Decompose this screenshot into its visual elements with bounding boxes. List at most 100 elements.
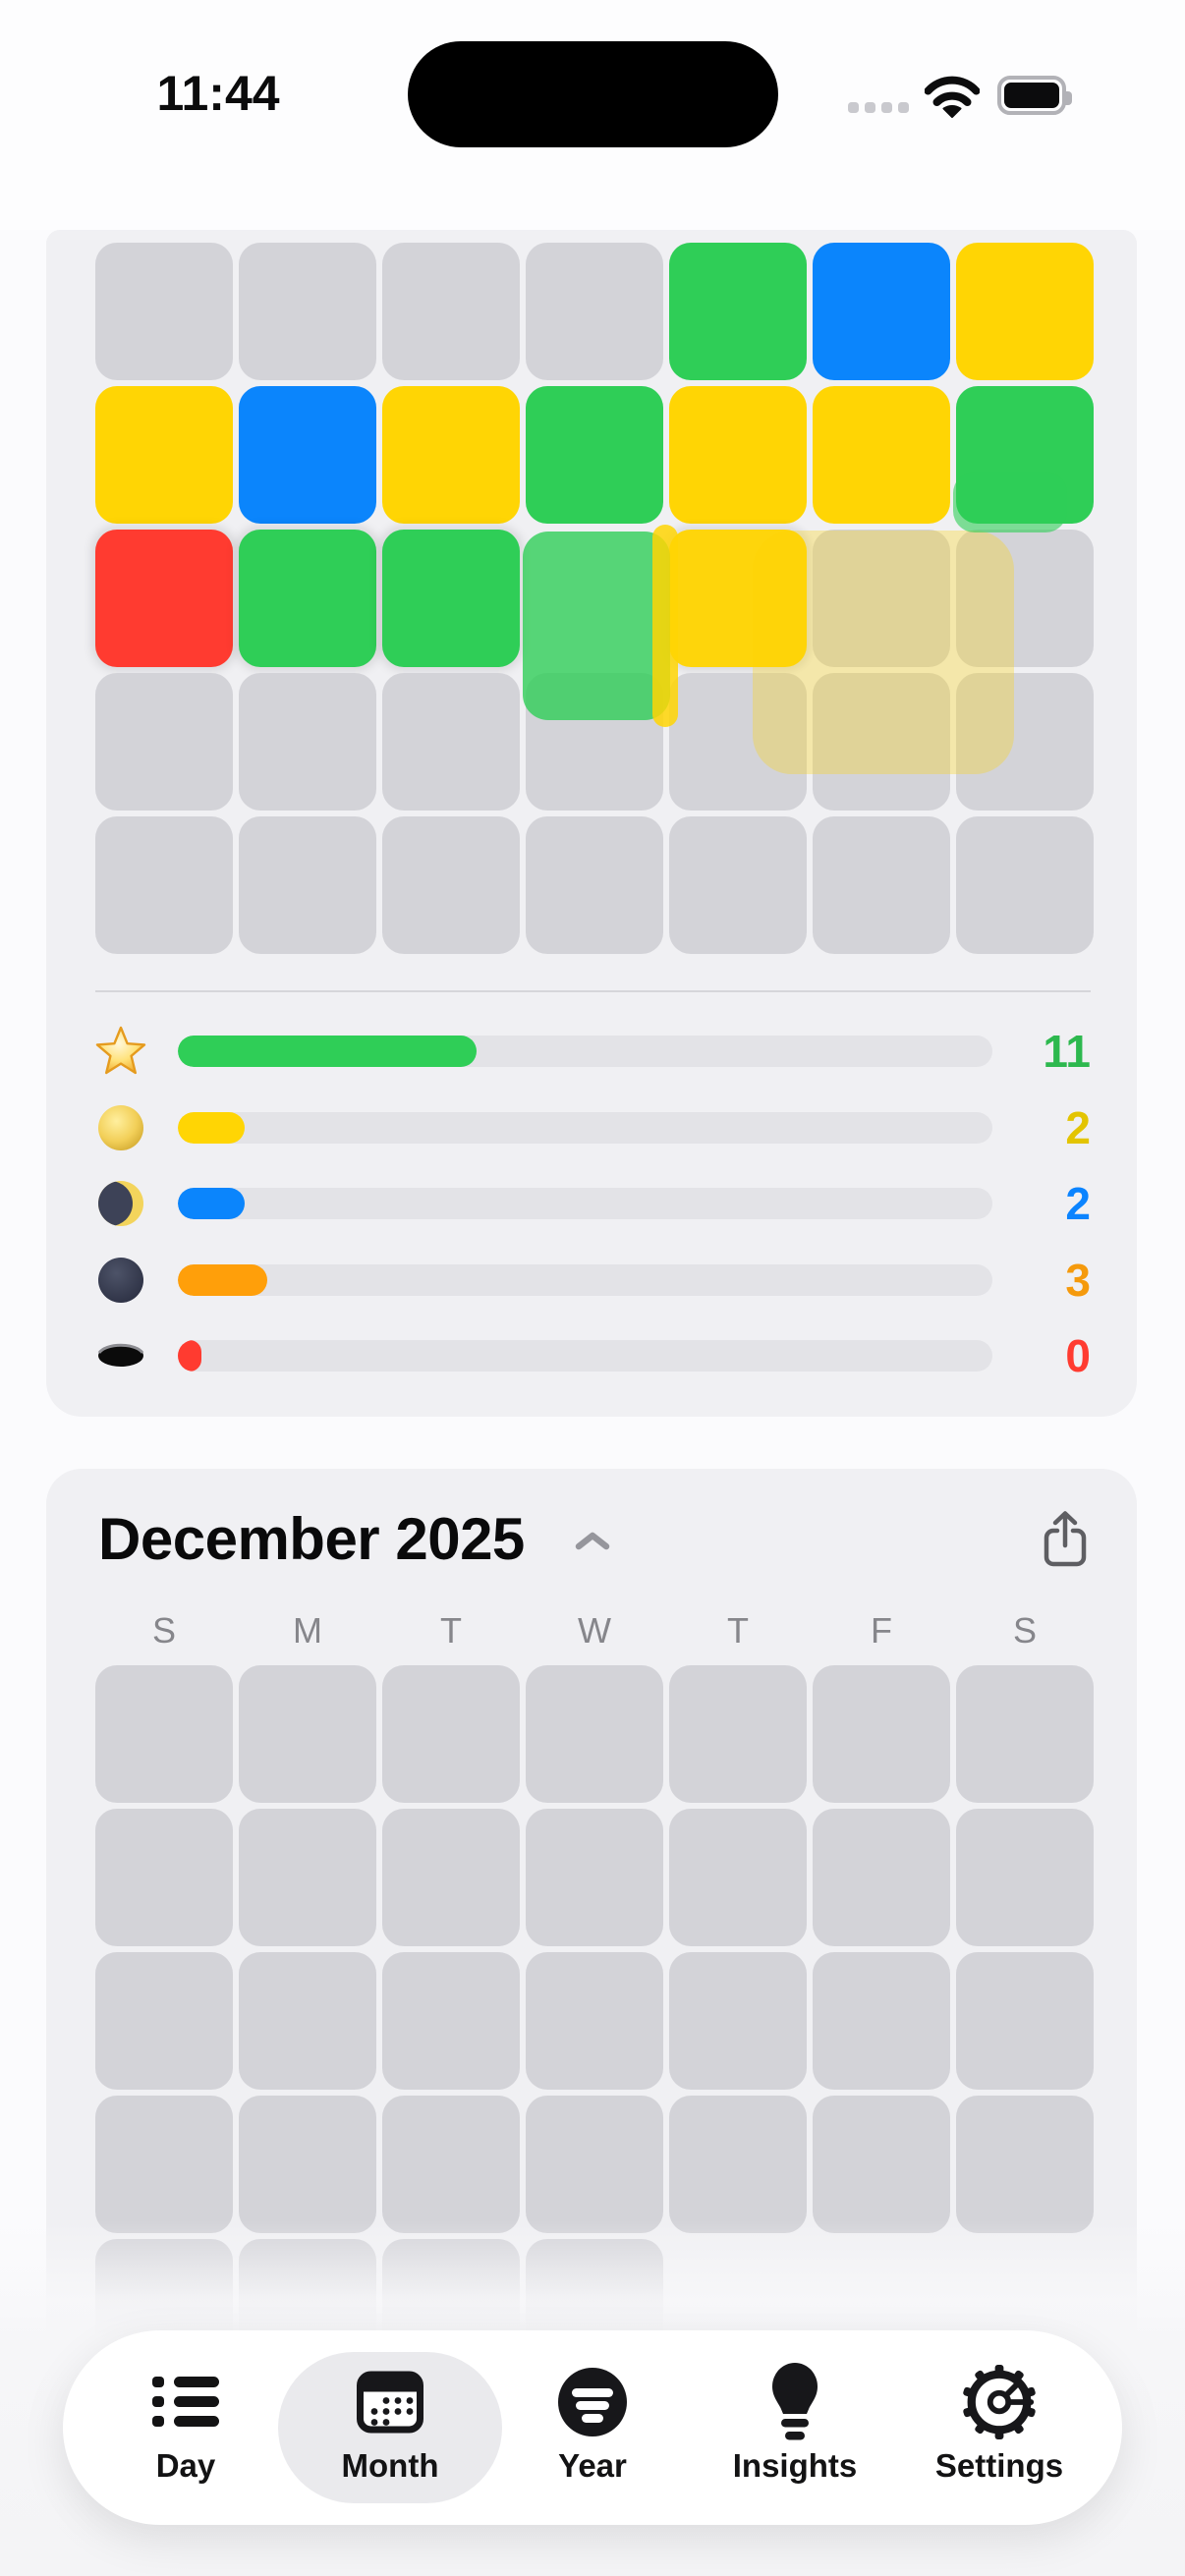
day-cell-gray[interactable]: [526, 1809, 663, 1946]
day-cell-yellow[interactable]: [813, 386, 950, 524]
tab-settings[interactable]: Settings: [897, 2330, 1101, 2525]
day-cell-gray[interactable]: [95, 1665, 233, 1803]
day-cell-gray[interactable]: [956, 1809, 1094, 1946]
day-cell-gray[interactable]: [382, 243, 520, 380]
day-cell-gray[interactable]: [669, 1665, 807, 1803]
day-cell-gray[interactable]: [526, 816, 663, 954]
day-cell-gray[interactable]: [95, 1809, 233, 1946]
day-cell-gray[interactable]: [669, 1809, 807, 1946]
month-card-november: 11 2 2 3 0: [46, 230, 1137, 1417]
day-cell-gray[interactable]: [526, 2096, 663, 2233]
day-cell-gray[interactable]: [956, 530, 1094, 667]
tab-label: Year: [558, 2447, 627, 2484]
moving-square-yellow-expanding: [753, 531, 1014, 774]
day-cell-gray[interactable]: [95, 816, 233, 954]
tab-label: Insights: [732, 2447, 858, 2484]
day-cell-yellow[interactable]: [669, 386, 807, 524]
day-cell-gray[interactable]: [669, 816, 807, 954]
stat-bar-track: [178, 1263, 992, 1296]
day-cell-gray[interactable]: [239, 243, 376, 380]
day-cell-yellow[interactable]: [382, 386, 520, 524]
day-cell-gray[interactable]: [239, 1665, 376, 1803]
star-icon: [93, 1024, 148, 1079]
tab-day[interactable]: Day: [84, 2330, 288, 2525]
day-cell-yellow[interactable]: [956, 243, 1094, 380]
stat-bar-track: [178, 1340, 992, 1372]
day-cell-gray[interactable]: [813, 1665, 950, 1803]
day-cell-gray[interactable]: [382, 1809, 520, 1946]
dynamic-island: [408, 41, 778, 147]
day-cell-gray[interactable]: [669, 2096, 807, 2233]
day-cell-gray[interactable]: [956, 2096, 1094, 2233]
day-cell-gray[interactable]: [813, 530, 950, 667]
day-cell-gray[interactable]: [95, 673, 233, 811]
day-cell-gray[interactable]: [239, 1952, 376, 2090]
stat-bar-track: [178, 1036, 992, 1067]
day-cell-gray[interactable]: [956, 1952, 1094, 2090]
chevron-up-icon[interactable]: [575, 1530, 610, 1556]
day-cell-gray[interactable]: [239, 816, 376, 954]
day-cell-yellow[interactable]: [95, 386, 233, 524]
day-cell-gray[interactable]: [669, 1952, 807, 2090]
stat-row-hole: 0: [46, 1317, 1137, 1394]
day-cell-gray[interactable]: [95, 243, 233, 380]
stat-row-last-quarter-moon: 2: [46, 1165, 1137, 1242]
day-cell-gray[interactable]: [239, 673, 376, 811]
day-cell-gray[interactable]: [956, 816, 1094, 954]
stat-bar-fill: [178, 1340, 201, 1372]
weekday-header: T: [727, 1610, 749, 1651]
day-cell-gray[interactable]: [813, 2096, 950, 2233]
day-cell-gray[interactable]: [95, 2096, 233, 2233]
day-cell-gray[interactable]: [813, 1952, 950, 2090]
day-cell-gray[interactable]: [95, 1952, 233, 2090]
day-cell-gray[interactable]: [382, 1952, 520, 2090]
day-cell-gray[interactable]: [526, 1952, 663, 2090]
weekday-header: T: [440, 1610, 462, 1651]
day-cell-green[interactable]: [526, 386, 663, 524]
stat-count: 2: [1065, 1178, 1091, 1229]
bulb-icon: [765, 2361, 824, 2443]
day-cell-gray[interactable]: [956, 1665, 1094, 1803]
day-cell-yellow[interactable]: [669, 530, 807, 667]
tab-insights[interactable]: Insights: [693, 2330, 897, 2525]
day-cell-gray[interactable]: [382, 673, 520, 811]
tab-year[interactable]: Year: [490, 2330, 695, 2525]
day-cell-gray[interactable]: [382, 1665, 520, 1803]
day-cell-gray[interactable]: [526, 1665, 663, 1803]
stat-bar-track: [178, 1111, 992, 1144]
day-cell-gray[interactable]: [669, 673, 807, 811]
day-cell-gray[interactable]: [956, 673, 1094, 811]
day-cell-green[interactable]: [669, 243, 807, 380]
day-cell-gray[interactable]: [239, 2096, 376, 2233]
day-cell-green[interactable]: [239, 530, 376, 667]
day-cell-gray[interactable]: [813, 816, 950, 954]
stat-count: 3: [1065, 1254, 1091, 1306]
day-cell-gray[interactable]: [813, 1809, 950, 1946]
stat-bar-fill: [178, 1036, 477, 1067]
month-title[interactable]: December 2025: [98, 1506, 525, 1572]
day-cell-gray[interactable]: [813, 673, 950, 811]
weekday-header: W: [578, 1610, 611, 1651]
day-cell-green[interactable]: [382, 530, 520, 667]
tab-month[interactable]: Month: [278, 2330, 502, 2525]
stat-count: 11: [1043, 1026, 1091, 1077]
weekday-header: S: [151, 1610, 176, 1651]
day-cell-red[interactable]: [95, 530, 233, 667]
day-cell-gray[interactable]: [382, 816, 520, 954]
share-icon[interactable]: [1043, 1510, 1088, 1572]
calendar-icon: [357, 2371, 423, 2434]
stat-bar-track: [178, 1188, 992, 1219]
day-cell-gray[interactable]: [526, 243, 663, 380]
hole-icon: [93, 1328, 148, 1383]
day-cell-gray[interactable]: [239, 1809, 376, 1946]
battery-icon: [997, 76, 1072, 115]
day-cell-blue[interactable]: [239, 386, 376, 524]
day-cell-gray[interactable]: [382, 2096, 520, 2233]
weekday-header: S: [1012, 1610, 1037, 1651]
day-cell-blue[interactable]: [813, 243, 950, 380]
tab-label: Settings: [934, 2447, 1064, 2484]
stat-bar-fill: [178, 1188, 245, 1219]
full-moon-icon: [93, 1100, 148, 1155]
stat-row-new-moon: 3: [46, 1242, 1137, 1318]
